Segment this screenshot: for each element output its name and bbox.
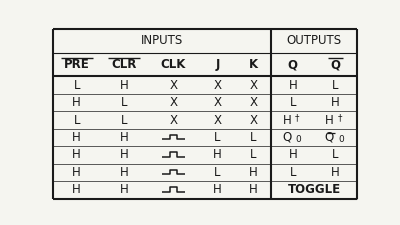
Text: TOGGLE: TOGGLE xyxy=(288,183,341,196)
Text: INPUTS: INPUTS xyxy=(141,34,183,47)
Text: †: † xyxy=(337,113,342,122)
Text: H: H xyxy=(120,183,128,196)
Text: CLR: CLR xyxy=(111,58,137,71)
Text: L: L xyxy=(74,79,80,92)
Text: H: H xyxy=(331,166,340,179)
Text: X: X xyxy=(249,79,257,92)
Text: K: K xyxy=(249,58,258,71)
Text: H: H xyxy=(249,166,258,179)
Text: X: X xyxy=(249,114,257,126)
Text: H: H xyxy=(331,96,340,109)
Text: OUTPUTS: OUTPUTS xyxy=(286,34,342,47)
Text: J: J xyxy=(215,58,220,71)
Text: L: L xyxy=(290,96,296,109)
Text: 0: 0 xyxy=(295,135,301,144)
Text: H: H xyxy=(213,183,222,196)
Text: L: L xyxy=(332,148,339,161)
Text: L: L xyxy=(332,79,339,92)
Text: PRE: PRE xyxy=(64,58,90,71)
Text: X: X xyxy=(213,96,221,109)
Text: H: H xyxy=(72,166,81,179)
Text: L: L xyxy=(121,114,127,126)
Text: X: X xyxy=(170,114,178,126)
Text: H: H xyxy=(120,148,128,161)
Text: Q: Q xyxy=(330,58,340,71)
Text: Q: Q xyxy=(325,131,334,144)
Text: CLK: CLK xyxy=(161,58,186,71)
Text: X: X xyxy=(170,96,178,109)
Text: Q: Q xyxy=(288,58,298,71)
Text: H: H xyxy=(120,131,128,144)
Text: L: L xyxy=(214,131,221,144)
Text: H: H xyxy=(72,183,81,196)
Text: L: L xyxy=(214,166,221,179)
Text: X: X xyxy=(213,114,221,126)
Text: H: H xyxy=(288,148,297,161)
Text: †: † xyxy=(295,113,299,122)
Text: H: H xyxy=(72,131,81,144)
Text: L: L xyxy=(290,166,296,179)
Text: H: H xyxy=(325,114,334,126)
Text: Q: Q xyxy=(282,131,291,144)
Text: L: L xyxy=(74,114,80,126)
Text: L: L xyxy=(250,148,257,161)
Text: H: H xyxy=(213,148,222,161)
Text: H: H xyxy=(282,114,291,126)
Text: H: H xyxy=(288,79,297,92)
Text: H: H xyxy=(120,166,128,179)
Text: L: L xyxy=(250,131,257,144)
Text: X: X xyxy=(213,79,221,92)
Text: 0: 0 xyxy=(338,135,344,144)
Text: X: X xyxy=(249,96,257,109)
Text: H: H xyxy=(72,148,81,161)
Text: X: X xyxy=(170,79,178,92)
Text: H: H xyxy=(72,96,81,109)
Text: H: H xyxy=(249,183,258,196)
Text: L: L xyxy=(121,96,127,109)
Text: H: H xyxy=(120,79,128,92)
